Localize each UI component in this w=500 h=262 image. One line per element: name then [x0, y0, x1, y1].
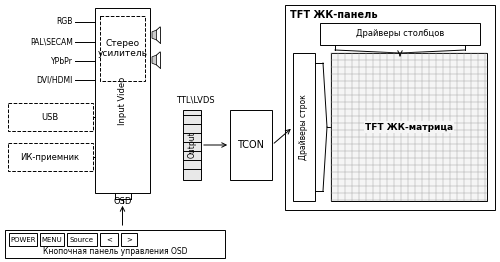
- Bar: [67, 233, 97, 246]
- Bar: [8, 143, 93, 171]
- Text: Драйверы строк: Драйверы строк: [300, 94, 308, 160]
- Text: USB: USB: [42, 112, 58, 122]
- Bar: [293, 53, 315, 201]
- Text: Output: Output: [188, 132, 196, 158]
- Bar: [100, 233, 118, 246]
- Bar: [95, 8, 150, 193]
- Text: Стерео
усилитель: Стерео усилитель: [98, 39, 148, 58]
- Text: RGB: RGB: [56, 18, 73, 26]
- Bar: [183, 110, 201, 180]
- Bar: [8, 103, 93, 131]
- Text: TCON: TCON: [238, 140, 264, 150]
- Text: OSD: OSD: [114, 196, 132, 205]
- Bar: [9, 233, 37, 246]
- Bar: [320, 23, 480, 45]
- Polygon shape: [152, 30, 156, 40]
- Text: Input Video: Input Video: [118, 77, 127, 125]
- Bar: [230, 110, 272, 180]
- Text: <: <: [106, 237, 112, 243]
- Bar: [121, 233, 137, 246]
- Text: TFT ЖК-панель: TFT ЖК-панель: [290, 10, 378, 20]
- Bar: [40, 233, 64, 246]
- Text: PAL\SECAM: PAL\SECAM: [30, 37, 73, 46]
- Text: Кнопочная панель управления OSD: Кнопочная панель управления OSD: [43, 248, 187, 256]
- Text: POWER: POWER: [10, 237, 36, 243]
- Bar: [331, 53, 487, 201]
- Text: TFT ЖК-матрица: TFT ЖК-матрица: [365, 123, 453, 132]
- Text: >: >: [126, 237, 132, 243]
- Text: MENU: MENU: [42, 237, 62, 243]
- Bar: [285, 5, 495, 210]
- Text: TTL\LVDS: TTL\LVDS: [176, 96, 214, 105]
- Text: Source: Source: [70, 237, 94, 243]
- Bar: [100, 16, 145, 81]
- Text: DVI/HDMI: DVI/HDMI: [36, 75, 73, 85]
- Text: YPbPr: YPbPr: [51, 57, 73, 66]
- Bar: [5, 230, 225, 258]
- Text: ИК-приемник: ИК-приемник: [20, 152, 80, 161]
- Text: Драйверы столбцов: Драйверы столбцов: [356, 30, 444, 39]
- Polygon shape: [152, 55, 156, 65]
